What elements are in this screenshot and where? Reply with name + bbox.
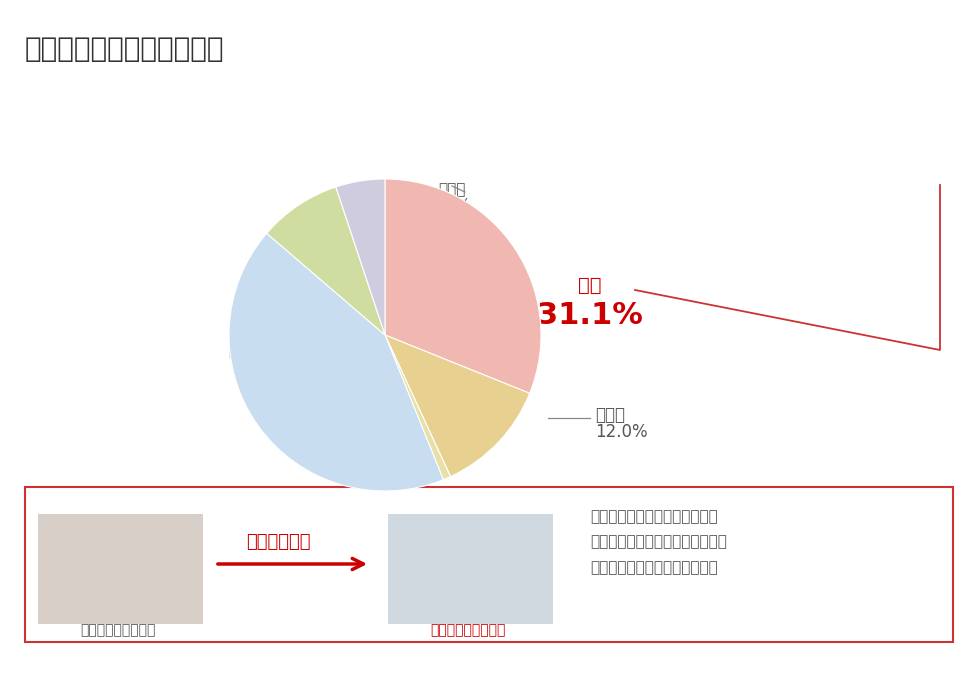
Wedge shape xyxy=(229,233,443,491)
FancyBboxPatch shape xyxy=(388,514,553,624)
Text: 高効率電気式熱源機: 高効率電気式熱源機 xyxy=(430,623,506,637)
Wedge shape xyxy=(385,335,451,479)
Text: 吸収式冷温水発生機: 吸収式冷温水発生機 xyxy=(80,623,156,637)
Text: 給湯: 給湯 xyxy=(459,424,477,439)
Wedge shape xyxy=(385,179,541,393)
Wedge shape xyxy=(336,179,385,335)
Text: 12.0%: 12.0% xyxy=(595,423,648,441)
Text: 照明・コンセント: 照明・コンセント xyxy=(228,341,308,359)
Text: 熱源: 熱源 xyxy=(578,275,602,294)
FancyBboxPatch shape xyxy=(38,514,203,624)
Text: 31.1%: 31.1% xyxy=(537,301,643,330)
Text: その他: その他 xyxy=(438,182,466,197)
Text: 例えばオフィスビルの場合: 例えばオフィスビルの場合 xyxy=(25,35,224,63)
Text: エネルギー消費の多くを占める
空調熱源の高効率化により、大幅
な省エネルギー達成できます。: エネルギー消費の多くを占める 空調熱源の高効率化により、大幅 な省エネルギー達成… xyxy=(590,509,727,575)
Text: 8.6%: 8.6% xyxy=(324,258,366,276)
Wedge shape xyxy=(385,335,529,477)
Text: 熱搬送: 熱搬送 xyxy=(595,406,625,424)
Text: 42.4%: 42.4% xyxy=(242,358,294,376)
Text: リニューアル: リニューアル xyxy=(246,533,311,551)
Wedge shape xyxy=(267,187,385,335)
FancyBboxPatch shape xyxy=(25,487,953,642)
Text: 5.1%: 5.1% xyxy=(432,197,471,212)
Text: 動力: 動力 xyxy=(335,241,355,259)
Text: 0.8%: 0.8% xyxy=(449,439,487,454)
